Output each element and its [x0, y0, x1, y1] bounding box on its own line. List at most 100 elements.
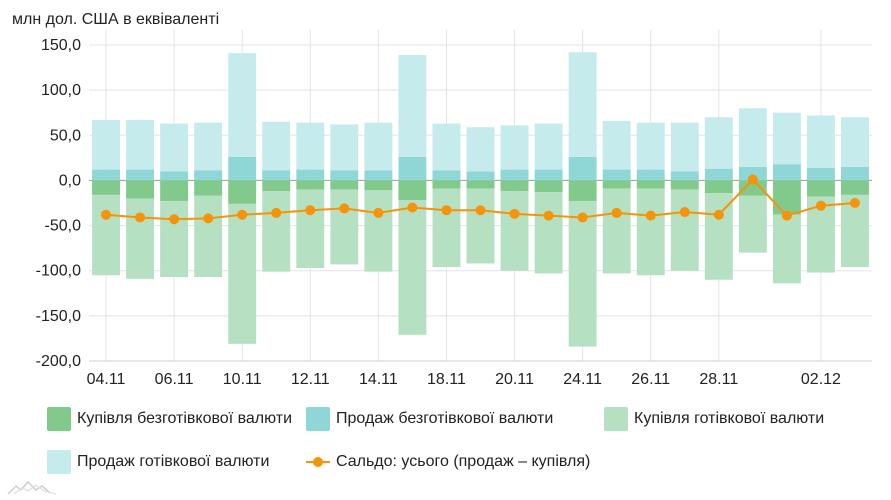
bar-cashless-sale	[568, 156, 597, 181]
bar-cash-purchase	[636, 188, 665, 276]
bar-cashless-sale	[602, 169, 631, 181]
chart-legend: Купівля безготівкової валюти Продаж безг…	[0, 400, 891, 490]
bar-cashless-sale	[806, 167, 835, 181]
bar-cash-purchase	[194, 195, 223, 278]
bar-cashless-purchase	[534, 180, 563, 193]
x-tick-label: 14.11	[359, 371, 398, 388]
bar-cash-purchase	[602, 188, 631, 274]
x-tick-label: 06.11	[155, 371, 194, 388]
bar-cashless-sale	[126, 169, 155, 181]
bar-cash-purchase	[296, 189, 325, 269]
balance-point	[135, 212, 146, 223]
logo-watermark-icon	[7, 480, 57, 495]
bar-cashless-sale	[704, 168, 733, 181]
balance-point	[407, 202, 418, 213]
legend-item-balance[interactable]: Сальдо: усього (продаж – купівля)	[306, 450, 590, 474]
x-tick-label: 18.11	[427, 371, 466, 388]
y-tick-label: -200,0	[36, 353, 81, 370]
bar-cashless-sale	[636, 169, 665, 181]
bar-cash-sale	[704, 117, 733, 169]
x-tick-label: 02.12	[801, 371, 841, 388]
bar-cash-sale	[194, 122, 223, 171]
legend-swatch	[47, 450, 71, 474]
bar-cashless-sale	[670, 171, 699, 181]
bar-cashless-purchase	[500, 180, 529, 192]
bar-cashless-purchase	[841, 180, 869, 195]
bar-cash-purchase	[704, 193, 733, 280]
bar-cashless-purchase	[568, 180, 597, 202]
balance-point	[271, 207, 282, 218]
x-tick-label: 12.11	[291, 371, 330, 388]
bar-cashless-sale	[296, 169, 325, 181]
balance-point	[781, 210, 792, 221]
bar-cashless-purchase	[398, 180, 427, 201]
balance-point	[339, 203, 350, 214]
legend-label: Купівля готівкової валюти	[634, 410, 825, 427]
bar-cash-sale	[126, 119, 155, 170]
bar-cashless-sale	[534, 169, 563, 181]
bar-cashless-sale	[738, 166, 767, 181]
legend-label: Сальдо: усього (продаж – купівля)	[336, 453, 591, 470]
bar-cashless-sale	[841, 166, 869, 181]
balance-point	[203, 213, 214, 224]
y-tick-label: -100,0	[36, 263, 81, 280]
x-tick-label: 26.11	[631, 371, 670, 388]
bar-cash-purchase	[432, 188, 461, 268]
bar-cashless-sale	[364, 170, 393, 181]
bar-cash-purchase	[330, 189, 359, 265]
balance-point	[509, 208, 520, 219]
legend-item-cash-sale[interactable]: Продаж готівкової валюти	[47, 450, 269, 474]
chart-plot: 150,0 100,0 50,0 0,0 -50,0 -100,0 -150,0 -200,0…	[36, 30, 872, 388]
bar-cash-sale	[160, 123, 189, 172]
bar-cashless-purchase	[92, 180, 120, 195]
bar-cash-sale	[738, 108, 767, 167]
balance-point	[713, 209, 724, 220]
bar-cash-sale	[841, 117, 869, 167]
bar-cash-sale	[330, 124, 359, 171]
bar-cash-purchase	[466, 188, 495, 264]
bar-cashless-sale	[398, 156, 427, 181]
bar-cashless-purchase	[772, 180, 801, 215]
y-axis-unit-label: млн дол. США в еквіваленті	[12, 11, 220, 28]
balance-point	[611, 207, 622, 218]
y-tick-label: 150,0	[41, 37, 81, 54]
bar-cashless-purchase	[670, 180, 699, 190]
bar-cashless-sale	[228, 156, 257, 181]
legend-line-marker	[306, 450, 330, 474]
legend-swatch	[306, 407, 330, 431]
bar-cashless-sale	[432, 170, 461, 181]
balance-point	[237, 209, 248, 220]
balance-point	[815, 200, 826, 211]
bar-cash-sale	[466, 127, 495, 172]
bar-cash-purchase	[262, 191, 291, 272]
bar-cash-sale	[500, 125, 529, 170]
bar-cashless-purchase	[194, 180, 223, 196]
bar-cash-purchase	[160, 201, 189, 278]
legend-swatch	[604, 407, 628, 431]
bar-cashless-purchase	[432, 180, 461, 189]
bar-cashless-purchase	[262, 180, 291, 192]
bar-cash-purchase	[568, 201, 597, 347]
legend-item-cashless-sale[interactable]: Продаж безготівкової валюти	[306, 407, 553, 431]
bar-cash-sale	[670, 122, 699, 172]
bar-cashless-sale	[500, 169, 529, 181]
balance-point	[747, 174, 758, 185]
legend-item-cashless-purchase[interactable]: Купівля безготівкової валюти	[47, 407, 292, 431]
x-tick-label: 20.11	[495, 371, 534, 388]
legend-item-cash-purchase[interactable]: Купівля готівкової валюти	[604, 407, 824, 431]
bar-cash-sale	[364, 122, 393, 171]
balance-point	[543, 210, 554, 221]
bar-cashless-purchase	[126, 180, 155, 199]
bar-cash-sale	[534, 123, 563, 170]
bar-cashless-purchase	[330, 180, 359, 190]
balance-point	[577, 212, 588, 223]
legend-swatch	[47, 407, 71, 431]
bar-cash-sale	[806, 115, 835, 168]
balance-point	[169, 214, 180, 225]
balance-point	[849, 198, 860, 208]
bar-cash-sale	[228, 53, 257, 157]
x-tick-label: 10.11	[223, 371, 262, 388]
bar-cashless-sale	[92, 169, 120, 181]
bar-cashless-sale	[466, 171, 495, 181]
bar-cash-sale	[262, 121, 291, 171]
